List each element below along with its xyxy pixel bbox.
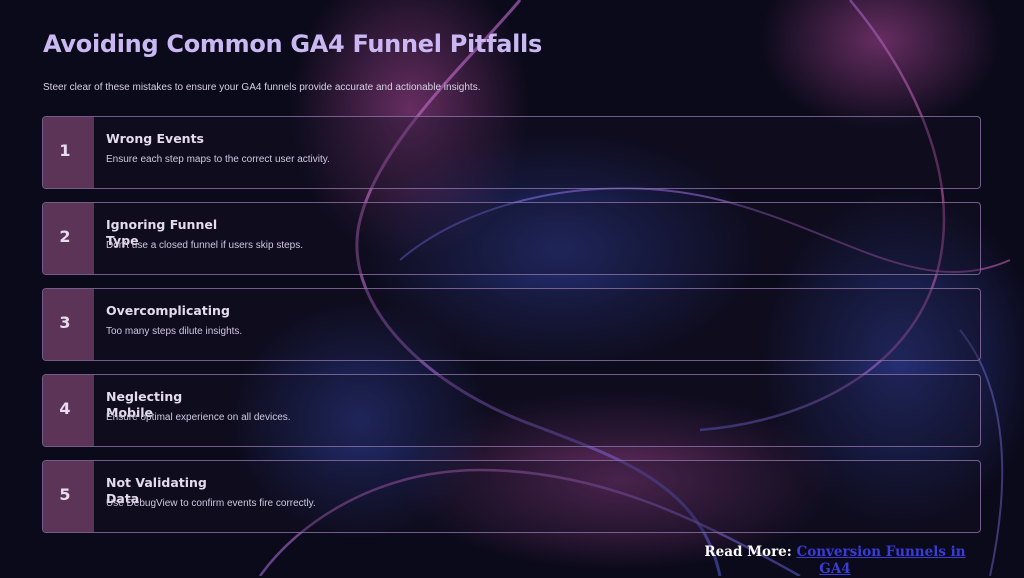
pitfall-title: Neglecting Mobile: [106, 389, 183, 420]
pitfall-title: Overcomplicating: [106, 303, 230, 318]
pitfall-description: Too many steps dilute insights.: [106, 326, 243, 337]
pitfall-card-4: 4 Neglecting Mobile Ensure optimal exper…: [42, 374, 981, 447]
read-more-footer: Read More: Conversion Funnels in GA4: [702, 544, 968, 578]
pitfall-description: Don't use a closed funnel if users skip …: [106, 240, 304, 251]
page-subtitle: Steer clear of these mistakes to ensure …: [43, 82, 481, 93]
pitfall-title: Not Validating Data: [106, 475, 207, 506]
read-more-label: Read More:: [704, 544, 797, 560]
step-number-box: 5: [43, 461, 94, 532]
step-number: 1: [59, 141, 71, 160]
step-number-box: 4: [43, 375, 94, 446]
step-number-box: 1: [43, 117, 94, 188]
read-more-link[interactable]: Conversion Funnels in GA4: [796, 544, 966, 577]
pitfall-card-3: 3 Overcomplicating Too many steps dilute…: [42, 288, 981, 361]
pitfall-description: Ensure optimal experience on all devices…: [106, 412, 291, 423]
pitfall-card-1: 1 Wrong Events Ensure each step maps to …: [42, 116, 981, 189]
page-title: Avoiding Common GA4 Funnel Pitfalls: [43, 30, 542, 58]
pitfall-description: Use DebugView to confirm events fire cor…: [106, 498, 316, 509]
step-number-box: 2: [43, 203, 94, 274]
pitfall-title: Ignoring Funnel Type: [106, 217, 218, 248]
step-number: 5: [59, 485, 71, 504]
step-number: 4: [59, 399, 71, 418]
pitfall-card-2: 2 Ignoring Funnel Type Don't use a close…: [42, 202, 981, 275]
step-number-box: 3: [43, 289, 94, 360]
pitfall-title: Wrong Events: [106, 131, 204, 146]
pitfall-card-5: 5 Not Validating Data Use DebugView to c…: [42, 460, 981, 533]
pitfall-description: Ensure each step maps to the correct use…: [106, 154, 330, 165]
step-number: 2: [59, 227, 71, 246]
step-number: 3: [59, 313, 71, 332]
